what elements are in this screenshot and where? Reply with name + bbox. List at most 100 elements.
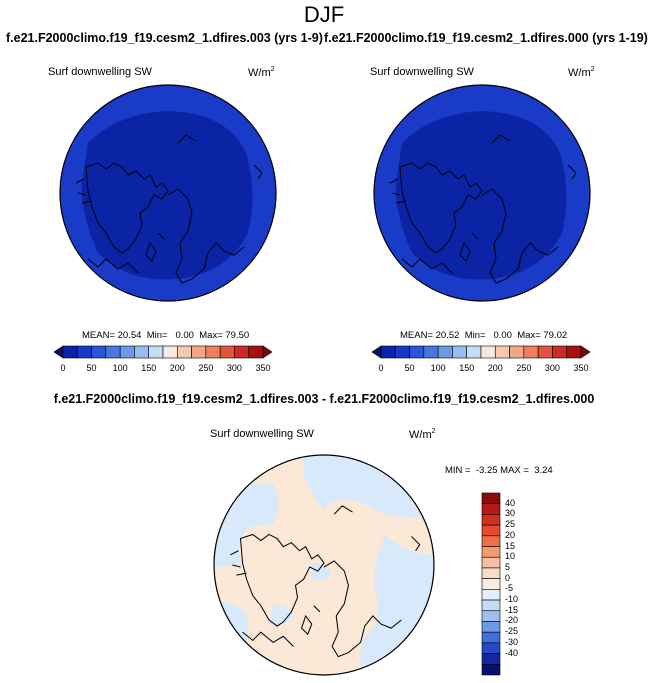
panel2-polar-map [373,84,591,302]
panel3-coastline-arctic-islands [230,550,247,576]
panel3-colorbar-tick-label: 25 [505,519,516,530]
panel1-polar-map [59,84,277,302]
panel2-colorbar-tick-label: 0 [378,363,384,373]
panel3-colorbar-tick-label: -15 [505,604,519,615]
panel3-colorbar-tick-label: 0 [505,572,511,583]
panel2-colorbar-box [494,345,510,359]
panel1-colorbar-box [62,345,78,359]
panel3-variable-label: Surf downwelling SW [210,428,314,440]
panel2-colorbar-box [537,345,553,359]
panel3-coastline-europe [323,560,402,658]
panel2-colorbar-box [580,345,591,359]
panel2-colorbar-box [380,345,396,359]
panel3-colorbar-box [481,567,501,579]
panel1-stats: MEAN= 20.54 Min= 0.00 Max= 79.50 [82,330,250,341]
panel1-coastline-canada [87,258,139,274]
panel3-colorbar-box [481,653,501,665]
panel3-colorbar-tick-label: 20 [505,529,516,540]
panel3-colorbar-ticks: 40 30 25 20 15 10 5 0 -5 -10 -15 -20 -25… [505,493,535,675]
panel1-colorbar-box [53,345,64,359]
panel3-colorbar-box [481,621,501,633]
panel3-colorbar-tick-label: -25 [505,626,519,637]
panel3-colorbar-box [481,631,501,644]
panel3-colorbar-box [481,524,501,537]
panel2-colorbar-box [552,345,568,359]
panel2-colorbar-box [409,345,425,359]
panel2-colorbar-box [466,345,482,359]
panel1-colorbar-tick-label: 350 [255,363,271,373]
panel3-run-title: f.e21.F2000climo.f19_f19.cesm2_1.dfires.… [53,392,595,406]
panel2-colorbar [371,345,591,359]
panel1-colorbar-box [234,345,250,359]
panel2-field-interior [395,111,567,280]
panel1-colorbar-box [119,345,135,359]
panel1-colorbar-box [248,345,264,359]
panel2-run-title: f.e21.F2000climo.f19_f19.cesm2_1.dfires.… [324,31,648,45]
page-title: DJF [303,2,345,27]
panel3-colorbar [481,492,501,676]
panel1-field-interior [81,111,253,280]
panel3-colorbar-tick-label: 40 [505,497,516,508]
panel2-colorbar-tick-label: 200 [487,363,503,373]
panel2-colorbar-tick-label: 300 [544,363,560,373]
panel3-units-label: W/m2 [409,428,436,441]
panel1-coastline-greenland [85,162,169,254]
panel1-units-label: W/m2 [248,66,275,79]
panel2-coastline-canada [401,258,453,274]
panel3-colorbar-box [481,589,501,601]
panel3-coastline-iceland [301,605,321,636]
panel3-colorbar-box [481,663,501,676]
panel3-coastline-canada [242,631,294,647]
panel1-colorbar-ticks: 0 50 100 150 200 250 300 350 [54,363,272,375]
panel1-map-border [59,84,277,302]
panel2-colorbar-box [566,345,582,359]
panel2-colorbar-tick-label: 100 [430,363,446,373]
panel2-colorbar-tick-label: 350 [573,363,589,373]
panel3-polar-map [213,454,435,676]
panel3-coastline-greenland [239,533,325,627]
panel1-variable-label: Surf downwelling SW [48,66,152,78]
panel2-colorbar-box [371,345,382,359]
panel1-colorbar-box [105,345,121,359]
panel2-colorbar-box [423,345,439,359]
panel2-colorbar-tick-label: 250 [516,363,532,373]
panel3-colorbar-tick-label: -40 [505,647,519,658]
panel2-coastline-greenland [399,162,483,254]
panel2-map-border [373,84,591,302]
panel3-coastline-siberia [333,505,421,552]
panel1-run-title: f.e21.F2000climo.f19_f19.cesm2_1.dfires.… [6,31,323,45]
panel3-colorbar-tick-label: 5 [505,561,511,572]
panel3-colorbar-box [481,535,501,547]
panel1-colorbar-tick-label: 200 [169,363,185,373]
panel2-stats: MEAN= 20.52 Min= 0.00 Max= 79.02 [400,330,568,341]
panel3-colorbar-tick-label: 10 [505,551,516,562]
panel1-colorbar-tick-label: 0 [60,363,66,373]
panel2-colorbar-box [437,345,453,359]
panel2-coastline-siberia [491,134,577,180]
panel1-colorbar-box [262,345,273,359]
panel2-colorbar-box [394,345,410,359]
panel2-colorbar-box [480,345,496,359]
panel3-colorbar-box [481,556,501,569]
panel2-colorbar-box [452,345,468,359]
panel2-colorbar-box [523,345,539,359]
panel1-colorbar-box [134,345,150,359]
panel2-colorbar-tick-label: 150 [459,363,475,373]
panel1-coastline-siberia [177,134,263,180]
panel3-colorbar-box [481,578,501,590]
panel3-map-border [213,454,435,676]
panel1-colorbar-box [162,345,178,359]
panel1-colorbar-tick-label: 300 [226,363,242,373]
panel1-colorbar-tick-label: 150 [141,363,157,373]
panel2-coastline-iceland [459,232,479,262]
panel3-colorbar-tick-label: 30 [505,508,516,519]
panel2-colorbar-box [509,345,525,359]
panel3-colorbar-box [481,514,501,526]
panel3-colorbar-tick-label: -5 [505,583,514,594]
panel2-colorbar-ticks: 0 50 100 150 200 250 300 350 [372,363,590,375]
panel3-colorbar-tick-label: -20 [505,615,519,626]
panel3-colorbar-box [481,546,501,558]
panel3-colorbar-box [481,492,501,505]
panel1-coastline-arctic-islands [75,178,93,204]
panel2-variable-label: Surf downwelling SW [370,66,474,78]
